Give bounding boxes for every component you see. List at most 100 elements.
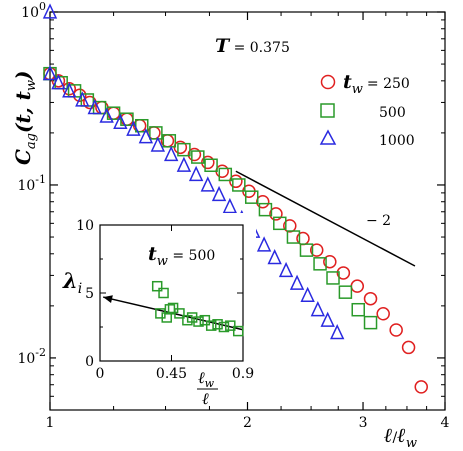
main-ylabel-sub: ag (24, 133, 39, 149)
data-point-triangle (126, 120, 141, 136)
data-point-square (149, 126, 163, 140)
data-point-square (286, 230, 301, 244)
data-point-square (338, 285, 353, 299)
data-point-square (351, 302, 365, 317)
legend-marker-circle (320, 74, 336, 90)
legend-label-500: 500 (379, 105, 406, 121)
x-tick-label: 2 (243, 415, 252, 431)
data-point-circle (269, 207, 283, 221)
legend-header-var: t (343, 71, 352, 93)
legend-marker-square (320, 103, 335, 118)
data-point-triangle (289, 274, 305, 290)
inset-data-point (199, 314, 211, 326)
data-point-triangle (75, 91, 90, 107)
main-xlabel: ℓ/ℓw (384, 423, 417, 451)
main-ylabel-args-sub: w (24, 80, 39, 91)
inset-y-tick-label: 0 (85, 354, 94, 370)
data-point-square (326, 271, 340, 285)
data-point-square (120, 112, 134, 126)
legend-label-1000: 1000 (379, 133, 415, 149)
main-xlabel-num: ℓ (384, 423, 393, 447)
inset-data-point (193, 316, 204, 327)
inset-title-sub: w (157, 254, 168, 269)
data-point-square (232, 178, 246, 192)
main-ylabel-main: C (11, 149, 35, 165)
data-point-circle (187, 147, 202, 162)
inset-data-point (205, 320, 217, 331)
data-point-square (162, 134, 177, 148)
inset-title: tw = 500 (148, 243, 215, 269)
main-title-var: T (215, 35, 231, 57)
main-title: T = 0.375 (215, 35, 290, 57)
data-point-triangle (51, 74, 66, 90)
inset-data-point (158, 287, 169, 299)
data-point-triangle (176, 156, 192, 172)
inset-xlabel-den: ℓ (202, 389, 209, 408)
inset-marks (151, 280, 244, 337)
inset-data-point (218, 321, 230, 333)
inset-y-tick-label: 5 (85, 286, 94, 302)
slope-line (235, 170, 416, 267)
legend-header-sub: w (352, 82, 363, 97)
inset-xlabel-num: ℓ (198, 368, 205, 387)
legend-label-250: = 250 (367, 76, 410, 92)
inset-xlabel-num-sub: w (205, 377, 215, 390)
data-point-triangle (163, 145, 179, 162)
slope-annotation-label: − 2 (366, 213, 391, 229)
inset-data-point (167, 302, 179, 314)
data-point-circle (414, 380, 428, 394)
main-annotations (235, 170, 416, 267)
data-point-triangle (42, 65, 58, 81)
inset-x-tick-label: 0.45 (156, 366, 187, 382)
inset-ylabel-main: λ (62, 268, 78, 293)
data-point-circle (72, 88, 87, 103)
inset-data-point (174, 308, 185, 319)
data-point-triangle (150, 136, 166, 152)
data-point-triangle (99, 107, 114, 123)
data-point-square (177, 142, 191, 157)
data-point-circle (283, 219, 297, 233)
data-point-circle (401, 340, 416, 355)
inset-xlabel: ℓw ℓ (197, 368, 218, 408)
data-point-square (313, 257, 327, 271)
data-point-triangle (222, 197, 238, 214)
data-point-square (299, 243, 314, 257)
data-point-triangle (42, 3, 58, 19)
data-point-circle (336, 266, 351, 280)
inset-y-tick-label: 10 (76, 218, 94, 234)
data-point-triangle (330, 323, 345, 340)
legend-entry-1: tw = 250 (343, 71, 410, 97)
inset-ylabel-sub: i (78, 281, 82, 297)
data-point-triangle (278, 261, 294, 278)
data-point-square (258, 202, 273, 217)
main-ylabel: Cag(t, tw) (11, 71, 39, 165)
data-point-triangle (320, 311, 335, 327)
y-tick-label: 100 (21, 0, 46, 21)
inset-title-rest: = 500 (168, 248, 215, 264)
x-tick-label: 4 (441, 415, 450, 431)
data-point-circle (323, 254, 337, 269)
main-xlabel-den-sub: w (406, 436, 417, 451)
y-tick-label: 10-1 (17, 173, 46, 194)
data-point-triangle (310, 301, 326, 317)
x-tick-label: 1 (46, 415, 55, 431)
inset-xlabel-numerator: ℓw (198, 368, 215, 390)
main-ylabel-close: ) (11, 71, 35, 81)
data-point-triangle (200, 176, 216, 192)
inset-ticks (99, 224, 244, 362)
main-ylabel-args: (t, t (11, 90, 35, 133)
data-point-square (244, 190, 259, 204)
data-point-circle (215, 164, 229, 179)
data-point-triangle (188, 165, 204, 182)
inset-arrow-head (103, 295, 113, 304)
data-point-triangle (267, 248, 282, 265)
data-point-circle (376, 307, 390, 321)
data-point-triangle (300, 286, 315, 302)
data-point-square (363, 315, 378, 330)
legend: tw = 250 500 1000 (319, 71, 415, 149)
data-point-triangle (211, 185, 227, 202)
main-xlabel-slash: / (393, 430, 398, 446)
inset-ylabel: λi (62, 268, 82, 297)
